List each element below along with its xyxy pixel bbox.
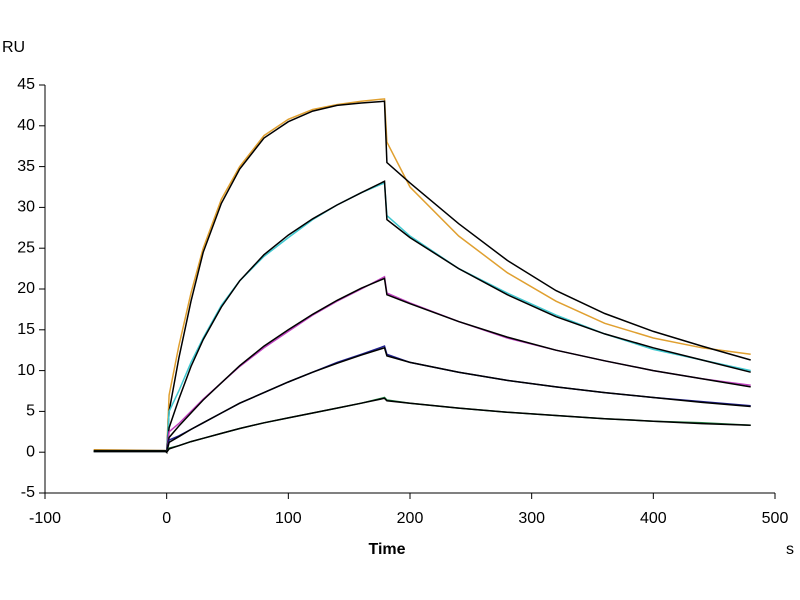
- sensorgram-line: [93, 396, 751, 454]
- y-tick-label: 0: [26, 443, 35, 460]
- x-tick-label: 100: [275, 510, 302, 527]
- sensorgram-line: [93, 100, 751, 455]
- y-tick-label: 35: [17, 158, 35, 175]
- sensorgram-line: [93, 180, 751, 454]
- y-tick-label: 10: [17, 362, 35, 379]
- y-tick-label: 25: [17, 239, 35, 256]
- x-tick-label: -100: [29, 510, 61, 527]
- x-tick-label: 300: [518, 510, 545, 527]
- x-tick-label: 400: [640, 510, 667, 527]
- y-tick-label: 5: [26, 403, 35, 420]
- y-tick-label: 30: [17, 199, 35, 216]
- sensorgram-line: [93, 98, 751, 455]
- sensorgram-line: [93, 397, 751, 454]
- x-tick-label: 200: [397, 510, 424, 527]
- sensorgram-line: [93, 277, 751, 454]
- y-tick-label: 40: [17, 117, 35, 134]
- y-axis-label: RU: [2, 39, 25, 56]
- y-tick-label: 20: [17, 280, 35, 297]
- y-tick-label: 45: [17, 76, 35, 93]
- x-axis-unit: s: [786, 541, 794, 558]
- sensorgram-line: [93, 346, 751, 454]
- x-tick-label: 0: [162, 510, 171, 527]
- x-axis-label: Time: [368, 541, 405, 558]
- y-tick-label: 15: [17, 321, 35, 338]
- x-tick-label: 500: [762, 510, 789, 527]
- y-tick-label: -5: [21, 484, 35, 501]
